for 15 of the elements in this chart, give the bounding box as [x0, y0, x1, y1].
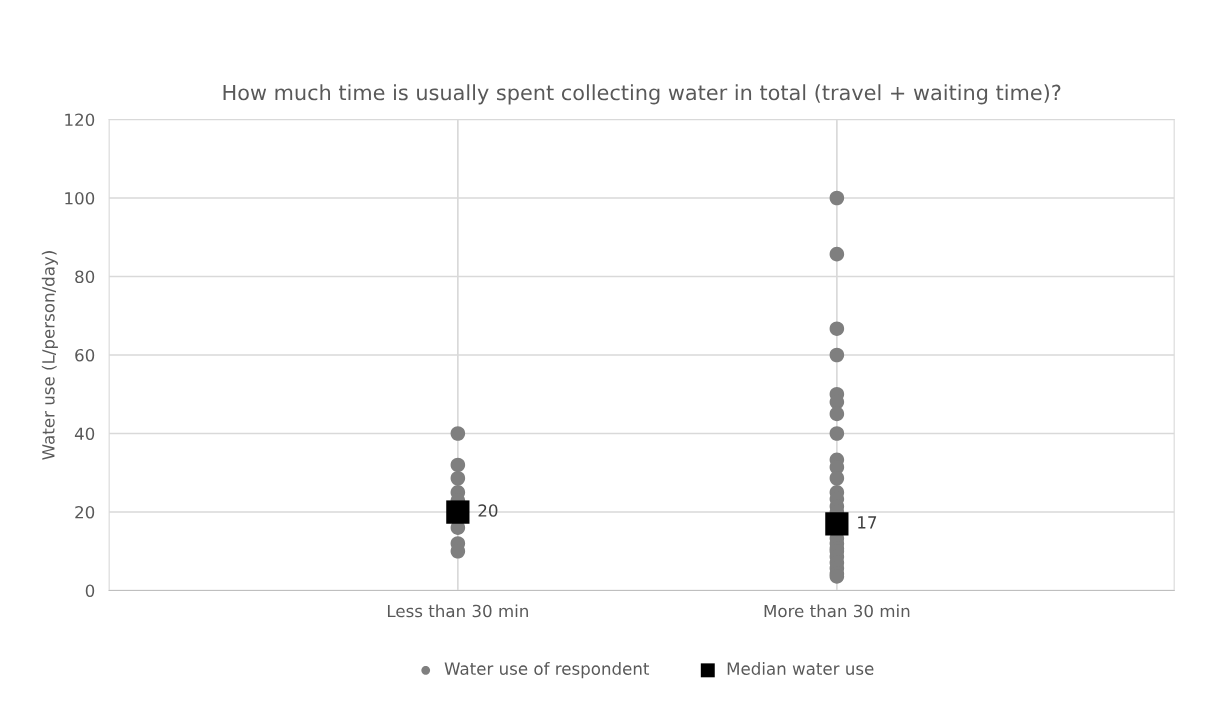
y-tick-label: 0 — [85, 584, 95, 598]
data-label: 20 — [478, 504, 498, 517]
legend-label: Water use of respondent — [444, 662, 650, 679]
chart-title: How much time is usually spent collecting water in total (travel + waiting time)? — [223, 84, 1061, 105]
y-axis-title: Water use (L/person/day) — [41, 251, 58, 460]
y-tick-label: 40 — [74, 427, 95, 441]
legend-label: Median water use — [727, 662, 874, 675]
y-tick-label: 20 — [75, 505, 95, 519]
data-label: 17 — [858, 516, 877, 529]
x-tick-label: Less than 30 min — [387, 604, 528, 618]
y-tick-label: 120 — [65, 113, 95, 127]
y-tick-label: 80 — [75, 270, 95, 284]
y-tick-label: 60 — [75, 348, 95, 362]
x-tick-label: More than 30 min — [764, 604, 910, 618]
y-tick-label: 100 — [65, 191, 95, 205]
